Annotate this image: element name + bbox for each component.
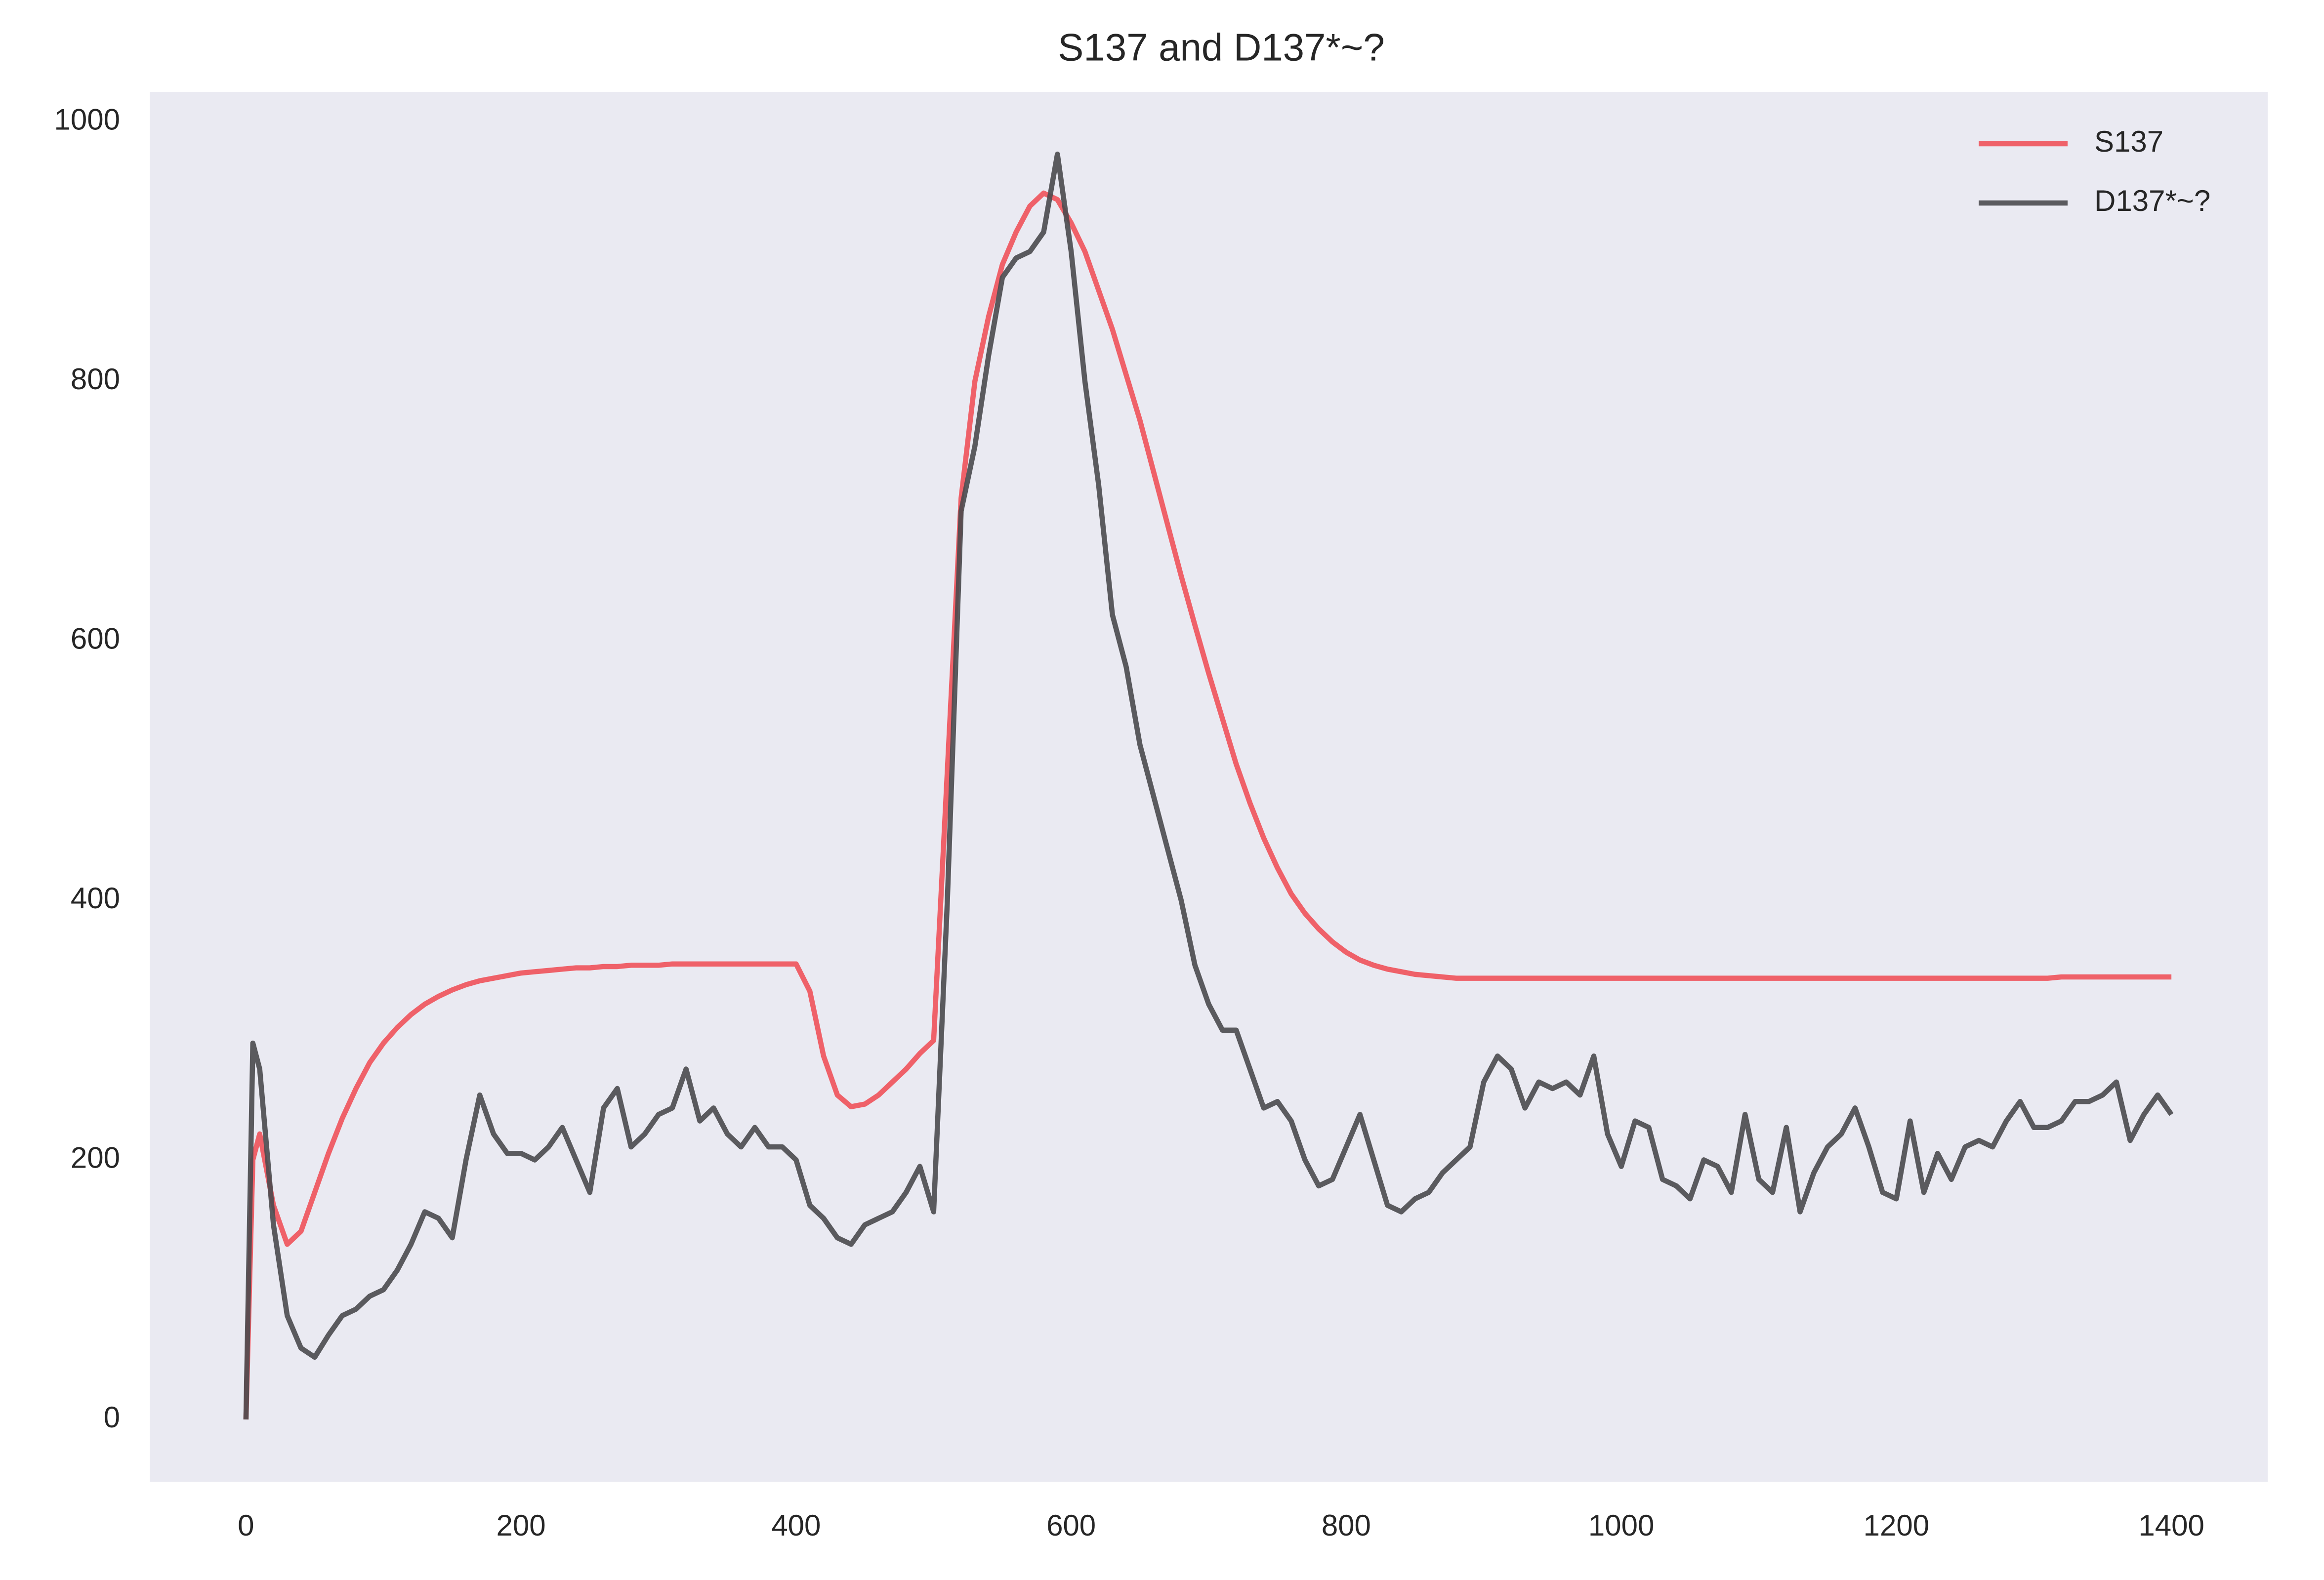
x-tick-label: 200 [497,1509,546,1542]
legend-label: S137 [2094,125,2163,158]
x-tick-label: 0 [238,1509,254,1542]
x-tick-label: 800 [1322,1509,1371,1542]
y-tick-label: 1000 [54,103,120,136]
y-tick-label: 0 [104,1401,120,1434]
series-line [243,151,2174,1420]
x-tick-label: 600 [1046,1509,1096,1542]
y-tick-label: 800 [71,363,120,396]
chart-title: S137 and D137*~? [1058,26,1384,69]
plot-area [150,92,2268,1482]
x-tick-label: 1000 [1588,1509,1654,1542]
x-tick-label: 400 [771,1509,821,1542]
y-tick-label: 200 [71,1141,120,1174]
y-tick-label: 400 [71,882,120,915]
y-tick-label: 600 [71,622,120,655]
x-tick-label: 1400 [2138,1509,2204,1542]
legend-label: D137*~? [2094,184,2210,217]
series-line [243,190,2172,1420]
x-tick-label: 1200 [1864,1509,1929,1542]
